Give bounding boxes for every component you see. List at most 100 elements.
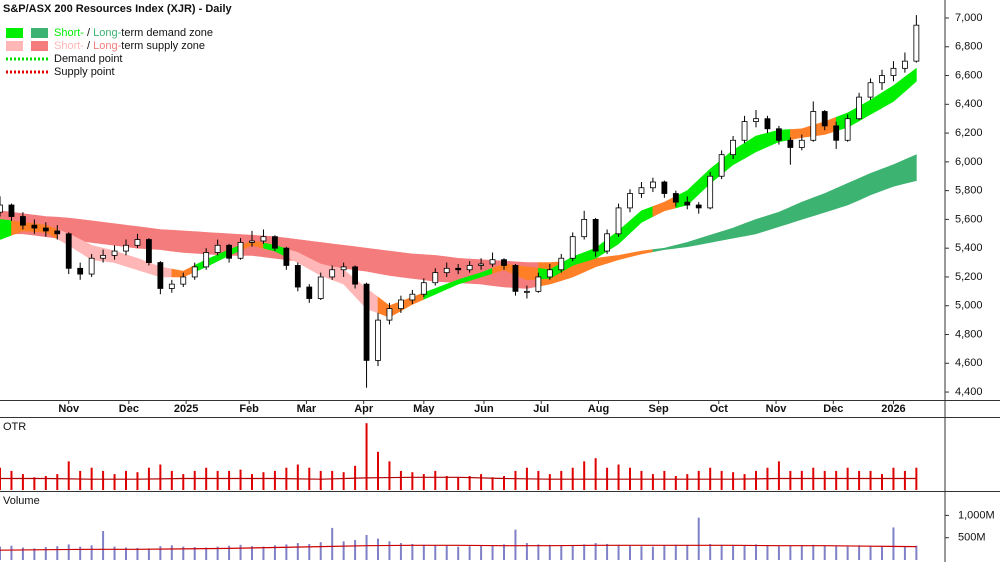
bar [67,461,70,490]
bar [548,474,551,490]
bar [720,544,723,560]
candle-body [168,283,175,289]
zone-band [377,249,402,278]
bar [21,547,24,560]
bar [411,543,414,560]
bar [56,546,59,560]
x-tick-label: Oct [710,403,729,415]
bar [457,477,460,490]
legend-label-part: term supply zone [121,40,205,52]
bar [365,535,368,560]
bar [251,546,253,560]
candle-body [31,224,38,229]
candle-body [546,269,553,278]
candle-body [833,125,840,141]
candle-body [226,244,232,259]
candle-body [695,204,702,209]
candle-body [558,257,565,271]
candle-body [54,230,61,235]
candle-body [741,121,748,141]
candle-body [317,276,324,299]
panel-title: Volume [3,495,40,507]
bar [548,544,551,560]
bar [869,470,872,490]
candle-body [77,267,84,275]
bar [651,474,654,490]
candle-body [88,257,95,275]
bar [216,546,219,560]
bar [193,470,196,490]
candle-body [146,239,152,263]
bar [159,546,162,560]
bar [846,546,849,560]
x-tick-label: Jun [474,403,494,415]
candle-body [661,181,668,194]
bar [102,531,105,560]
candle-body [191,266,198,278]
bar [720,470,723,490]
bar [468,546,471,560]
candle-body [592,219,599,252]
x-tick-label: Feb [239,403,259,415]
candle-body [20,216,26,226]
bar [170,470,173,490]
bar [514,529,517,560]
bar [777,461,780,490]
bar [617,544,620,560]
bar [881,546,883,560]
zone-band [400,252,425,281]
x-tick-label: Mar [297,403,317,415]
bar [789,470,792,490]
candle-body [776,128,782,141]
bar [537,544,540,560]
candle-body [489,259,496,265]
zone-band [354,246,379,274]
bar [537,470,540,490]
bar [388,541,391,560]
candle-body [466,265,473,271]
y-tick-label: 4,600 [955,357,983,369]
candle-body [443,267,450,274]
candle-body [432,272,439,284]
bar [858,545,861,560]
bar [663,470,666,490]
candle-body [237,242,244,259]
bar [205,547,208,560]
legend-label-part: term demand zone [121,27,213,39]
x-tick-label: 2025 [174,403,198,415]
candle-body [684,201,691,206]
candle-body [180,276,187,285]
bar [823,470,826,490]
bar [262,472,265,490]
candle-body [111,250,118,256]
bar [79,470,82,490]
y-tick-label: 5,000 [955,300,983,312]
legend-label: Demand point [54,53,123,65]
candle-body [398,299,404,310]
candle-body [581,219,588,238]
candle-body [890,67,897,76]
y-tick-label: 6,000 [955,156,983,168]
bar [56,474,59,490]
x-tick-label: Dec [119,403,139,415]
bar [365,423,368,490]
candle-body [913,24,920,62]
bar [583,461,586,490]
candle-body [134,239,141,246]
bar [228,470,231,490]
bar [136,547,139,560]
candle-body [501,259,507,266]
candle-body [753,118,759,122]
candle-body [730,139,736,156]
bar [503,544,505,560]
bar [445,545,448,560]
bar [434,545,437,560]
bar [755,470,757,490]
bar [732,545,735,560]
candle-body [100,254,106,259]
candle-body [123,244,129,252]
bar [136,472,139,490]
bar [800,470,803,490]
candle-body [604,233,610,252]
